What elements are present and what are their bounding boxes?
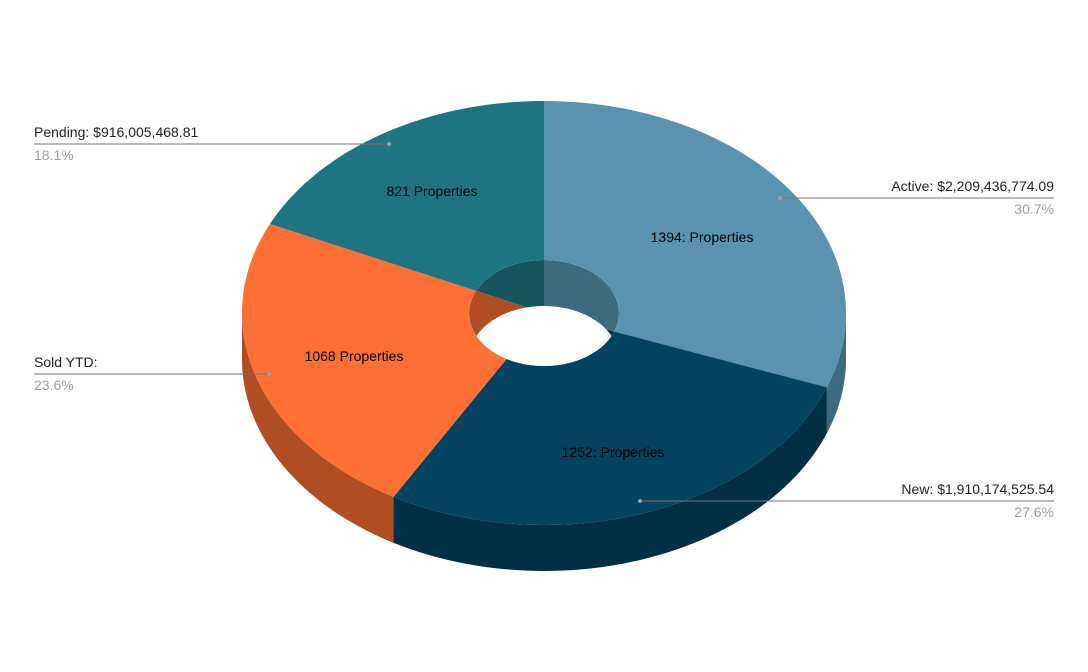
slice-active bbox=[544, 101, 846, 388]
label-active: Active: $2,209,436,774.09 bbox=[891, 178, 1054, 194]
leader-dot-sold-ytd bbox=[267, 372, 271, 376]
leader-dot-active bbox=[778, 196, 782, 200]
percent-new: 27.6% bbox=[1014, 504, 1054, 520]
data-label-new: 1252: Properties bbox=[561, 444, 665, 460]
label-new: New: $1,910,174,525.54 bbox=[901, 481, 1054, 497]
leader-dot-new bbox=[638, 499, 642, 503]
side-wall-active bbox=[826, 313, 846, 434]
side-wall-new bbox=[393, 387, 827, 571]
data-label-pending: 821 Properties bbox=[386, 183, 478, 199]
data-label-active: 1394: Properties bbox=[650, 229, 754, 245]
percent-active: 30.7% bbox=[1014, 201, 1054, 217]
data-label-sold-ytd: 1068 Properties bbox=[304, 348, 404, 364]
side-wall-sold-ytd bbox=[242, 313, 394, 543]
donut-hole bbox=[469, 306, 619, 366]
inner-wall-pending bbox=[475, 260, 544, 313]
slice-new bbox=[393, 331, 827, 525]
slice-pending bbox=[269, 101, 544, 291]
percent-pending: 18.1% bbox=[34, 147, 74, 163]
label-sold-ytd: Sold YTD: bbox=[34, 354, 98, 370]
slice-sold-ytd bbox=[242, 223, 507, 497]
percent-sold-ytd: 23.6% bbox=[34, 377, 74, 393]
label-pending: Pending: $916,005,468.81 bbox=[34, 124, 199, 140]
leader-dot-pending bbox=[387, 142, 391, 146]
